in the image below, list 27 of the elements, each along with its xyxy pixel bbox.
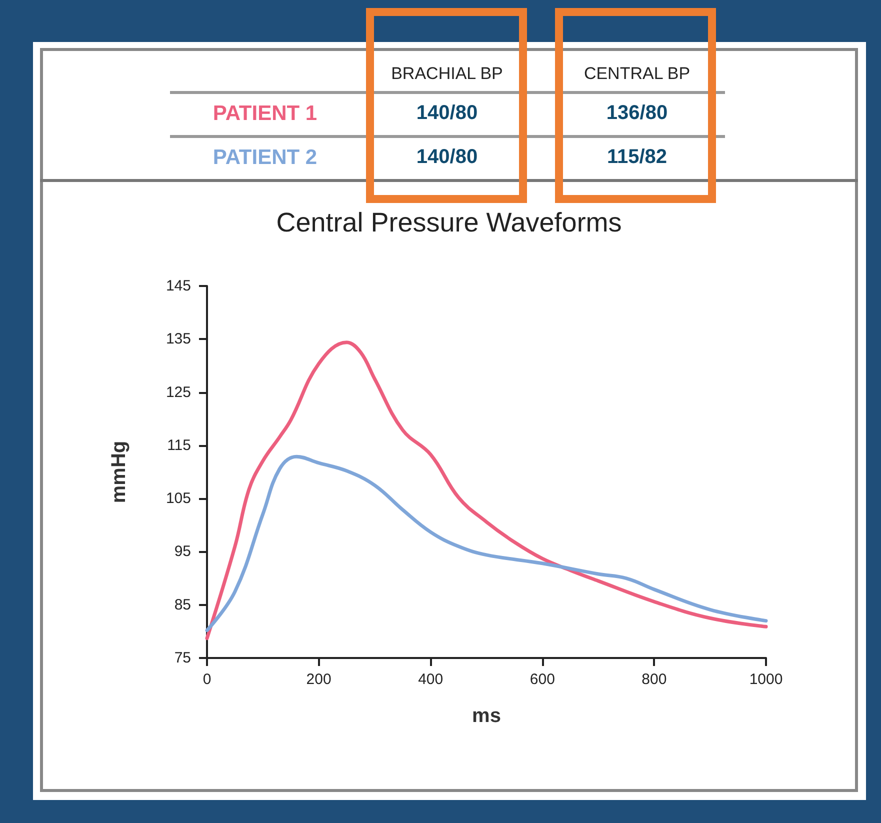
y-tick-label: 85	[174, 596, 191, 614]
y-tick-label: 145	[166, 278, 191, 294]
line-series	[205, 454, 768, 632]
y-tick-label: 125	[166, 384, 191, 401]
text: CENTRAL BP	[582, 64, 692, 84]
y-tick-label: 135	[166, 330, 191, 348]
text: PATIENT 2	[212, 146, 318, 170]
y-axis-title: mmHg	[108, 440, 130, 504]
x-tick-label: 1000	[749, 671, 783, 688]
x-axis-title: ms	[472, 705, 501, 727]
y-tick-label: 95	[174, 543, 191, 560]
x-tick-label: 400	[418, 671, 444, 688]
chart-title: Central Pressure Waveforms	[276, 208, 622, 238]
x-tick-label: 200	[306, 671, 332, 688]
text: BRACHIAL BP	[390, 64, 504, 84]
x-tick-label: 0	[202, 671, 212, 688]
text: 136/80	[605, 102, 669, 125]
x-tick-label: 600	[530, 671, 555, 688]
text: 115/82	[606, 146, 668, 169]
y-tick-label: 75	[174, 650, 191, 666]
y-tick-label: 105	[166, 490, 191, 508]
line-series	[205, 340, 768, 640]
text: 140/80	[415, 102, 479, 125]
y-tick-label: 115	[167, 436, 191, 454]
text: PATIENT 1	[212, 102, 318, 126]
x-tick-label: 800	[642, 671, 667, 688]
text: 140/80	[415, 146, 479, 169]
